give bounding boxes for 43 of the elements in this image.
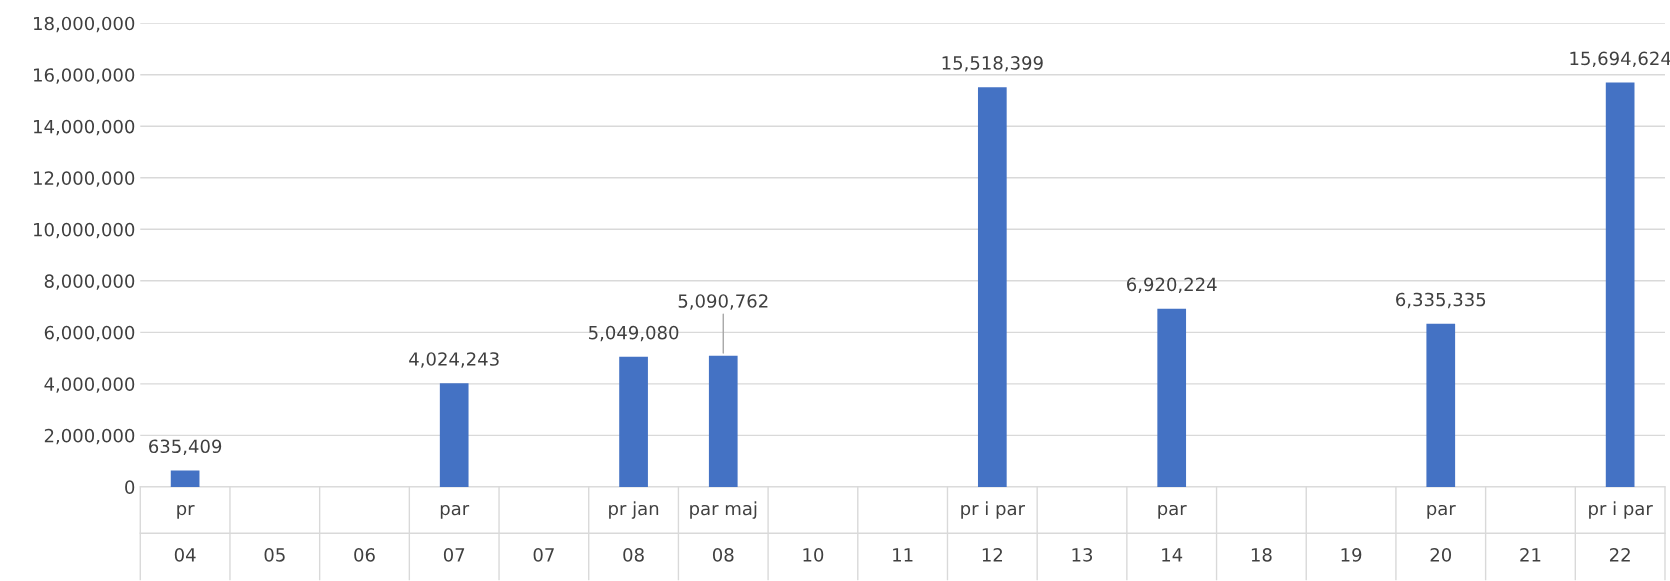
x-tick-label: 07 xyxy=(533,548,554,562)
category-label: pr jan 08 xyxy=(609,501,659,562)
bar xyxy=(1426,323,1456,487)
category-label: par 20 xyxy=(1427,504,1456,562)
bar xyxy=(1605,82,1635,487)
bar xyxy=(170,470,200,487)
data-label: 4,024,243 xyxy=(409,352,499,368)
y-tick-label: 12,000,000 xyxy=(34,171,135,187)
x-tick-label: 13 xyxy=(1072,548,1093,562)
y-tick-label: 2,000,000 xyxy=(44,428,135,445)
y-tick-label: 10,000,000 xyxy=(34,222,135,239)
bar xyxy=(1157,308,1187,487)
data-label: 15,694,624 xyxy=(1570,51,1670,68)
data-label: 6,920,224 xyxy=(1127,277,1217,294)
data-label: 635,409 xyxy=(149,439,222,455)
bar xyxy=(619,356,648,487)
x-tick-label: 11 xyxy=(893,548,913,562)
y-tick-label: 14,000,000 xyxy=(34,119,135,136)
category-label: pr i par 12 xyxy=(961,501,1025,562)
bar xyxy=(439,383,469,487)
y-tick-label: 6,000,000 xyxy=(44,325,135,342)
bar xyxy=(708,355,738,487)
data-label: 5,049,080 xyxy=(589,325,679,342)
x-tick-label: 21 xyxy=(1520,548,1541,562)
category-label: pr 04 xyxy=(174,504,196,562)
bar xyxy=(977,87,1007,487)
x-tick-label: 19 xyxy=(1341,548,1362,562)
y-tick-label: 4,000,000 xyxy=(44,377,135,393)
x-tick-label: 18 xyxy=(1251,548,1272,562)
x-tick-label: 05 xyxy=(264,548,285,562)
category-label: par 14 xyxy=(1158,504,1187,562)
y-tick-label: 16,000,000 xyxy=(34,68,135,84)
y-tick-label: 0 xyxy=(125,480,135,494)
x-tick-label: 06 xyxy=(354,548,375,562)
category-label: par 07 xyxy=(440,504,470,562)
data-label: 5,090,762 xyxy=(678,294,768,310)
data-label: 15,518,399 xyxy=(942,56,1043,72)
y-tick-label: 18,000,000 xyxy=(34,16,135,33)
category-label: par maj 08 xyxy=(690,501,757,562)
x-tick-label: 10 xyxy=(803,548,824,562)
category-label: pr i par 22 xyxy=(1589,501,1653,562)
y-tick-label: 8,000,000 xyxy=(44,274,135,290)
data-label: 6,335,335 xyxy=(1396,292,1486,309)
